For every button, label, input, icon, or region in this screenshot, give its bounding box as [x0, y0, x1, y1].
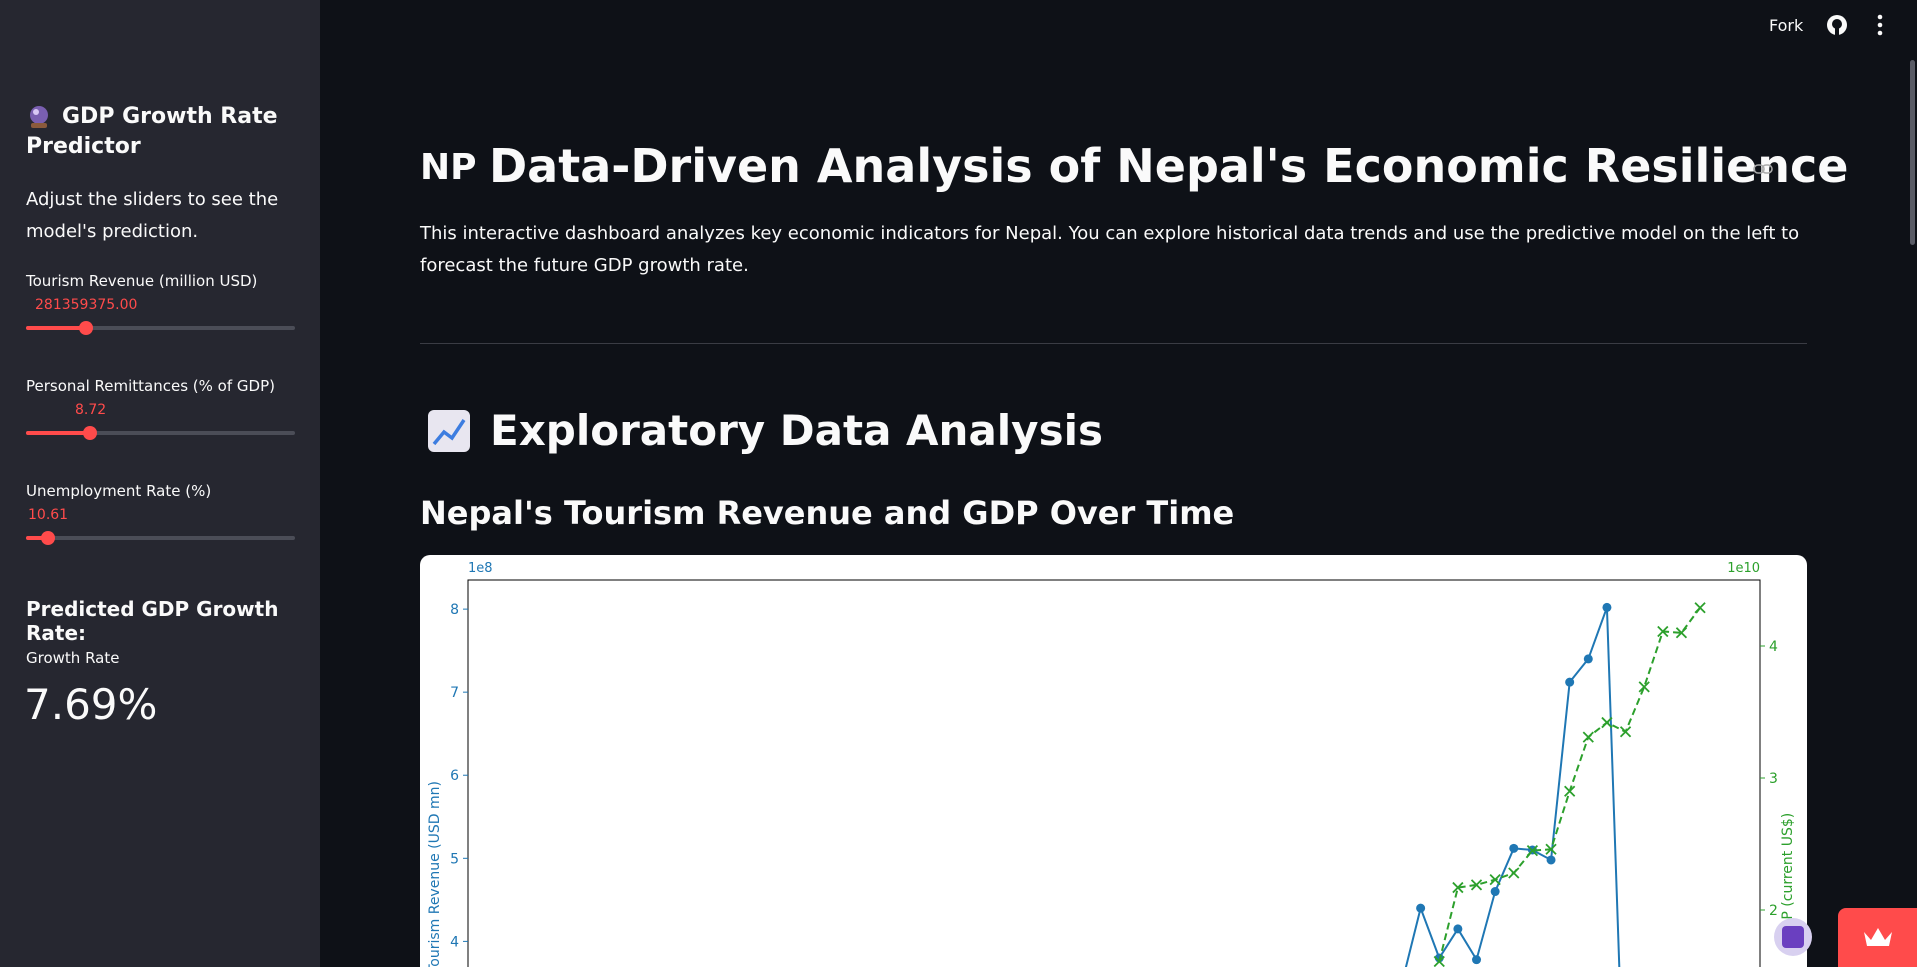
point-marker [1582, 731, 1594, 743]
sidebar: GDP Growth Rate Predictor Adjust the sli… [0, 0, 320, 967]
sidebar-description: Adjust the sliders to see the model's pr… [26, 189, 279, 242]
y2-offset-label: 1e10 [1727, 561, 1760, 576]
slider-value: 10.61 [28, 507, 69, 523]
point-marker [1433, 955, 1445, 967]
y2-axis-label: GDP (current US$) [1780, 813, 1796, 941]
slider-value: 281359375.00 [35, 297, 138, 313]
intro-text: This interactive dashboard analyzes key … [420, 223, 1800, 276]
y-axis-label: Tourism Revenue (USD mn) [427, 781, 443, 967]
y-offset-label: 1e8 [468, 561, 493, 576]
y-tick-label: 6 [450, 768, 459, 784]
crystal-ball-icon [30, 106, 48, 128]
slider-track[interactable] [26, 536, 295, 540]
point-marker [1619, 726, 1632, 738]
slider-value: 8.72 [75, 402, 107, 418]
slider-fill [26, 326, 86, 330]
slider-fill [26, 431, 90, 435]
prediction-heading: Predicted GDP Growth Rate: [26, 597, 279, 645]
point-marker [1583, 654, 1593, 664]
metric-value: 7.69% [24, 680, 158, 729]
point-marker [1546, 855, 1556, 865]
series-line [1438, 607, 1701, 962]
section-heading: Exploratory Data Analysis [490, 406, 1103, 455]
metric-label: Growth Rate [26, 649, 120, 667]
chart: 4 5 6 7 8 2 3 4 1e8 1e10 Tourism Revenue (USD mn) G… [427, 561, 1796, 967]
slider-label: Tourism Revenue (million USD) [26, 272, 258, 290]
anchor-link-icon[interactable] [1753, 162, 1773, 176]
point-marker [1638, 681, 1650, 693]
slider-label: Unemployment Rate (%) [26, 482, 212, 500]
slider-track[interactable] [26, 326, 295, 330]
slider-thumb[interactable] [79, 321, 93, 335]
title-flag: NP [420, 147, 477, 188]
plot-frame [467, 579, 1761, 967]
point-marker [1452, 881, 1464, 894]
sidebar-title: GDP Growth Rate Predictor [26, 104, 278, 159]
slider-track[interactable] [26, 431, 295, 435]
y-tick-label: 7 [450, 685, 459, 701]
point-marker [1453, 924, 1463, 934]
point-marker [1564, 785, 1576, 797]
page-title: Data-Driven Analysis of Nepal's Economic… [489, 139, 1849, 193]
point-marker [1601, 716, 1613, 729]
point-marker [1602, 602, 1612, 612]
y-tick-label: 2 [1769, 903, 1778, 919]
streamlit-badge[interactable] [1838, 908, 1917, 967]
avatar[interactable] [1774, 918, 1812, 956]
y-tick-label: 8 [450, 602, 459, 618]
y-tick-label: 3 [1769, 771, 1778, 787]
point-marker [1472, 955, 1482, 965]
slider-label: Personal Remittances (% of GDP) [26, 377, 275, 395]
github-icon[interactable] [1826, 14, 1848, 36]
point-marker [1565, 677, 1575, 687]
scrollbar[interactable] [1910, 60, 1915, 245]
point-marker [1657, 625, 1669, 638]
divider [420, 343, 1807, 344]
slider-thumb[interactable] [83, 426, 97, 440]
point-marker [1490, 887, 1500, 897]
point-marker [1470, 879, 1483, 891]
slider-fill [26, 536, 48, 540]
subsection-heading: Nepal's Tourism Revenue and GDP Over Tim… [420, 494, 1235, 532]
chart-emoji-icon [428, 410, 470, 452]
point-marker [1675, 627, 1688, 639]
slider-thumb[interactable] [41, 531, 55, 545]
menu-icon[interactable] [1872, 14, 1888, 36]
point-marker [1545, 843, 1557, 855]
fork-button[interactable]: Fork [1769, 16, 1804, 35]
point-marker [1508, 867, 1520, 879]
point-marker [1694, 602, 1706, 614]
point-marker [1509, 843, 1519, 853]
point-marker [1416, 903, 1426, 913]
y-tick-label: 5 [450, 851, 459, 867]
chart-card: 4 5 6 7 8 2 3 4 1e8 1e10 Tourism Revenue (USD mn) G… [420, 555, 1807, 967]
y-tick-label: 4 [1769, 639, 1778, 655]
point-marker [1526, 844, 1539, 857]
crown-icon [1864, 928, 1892, 946]
point-marker [1489, 874, 1501, 886]
y-tick-label: 4 [450, 934, 459, 950]
